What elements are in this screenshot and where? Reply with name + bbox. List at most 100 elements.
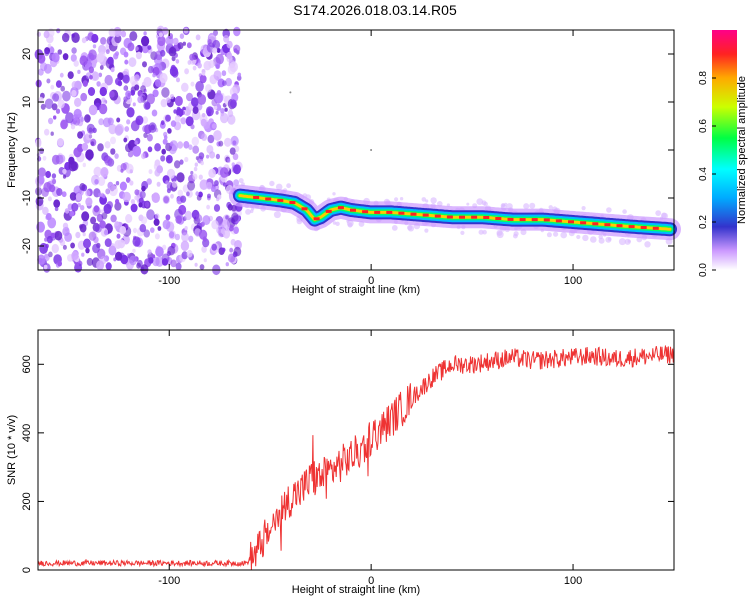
noise-blob <box>92 243 100 254</box>
noise-blob <box>36 31 42 37</box>
noise-blob <box>58 154 66 163</box>
noise-blob <box>221 247 226 253</box>
noise-blob <box>97 143 104 152</box>
noise-blob <box>143 101 151 110</box>
noise-blob <box>80 92 88 102</box>
noise-blob <box>116 117 121 123</box>
noise-blob <box>69 210 75 217</box>
ridge-peak <box>398 211 405 215</box>
ridge-peak <box>374 210 381 214</box>
noise-blob <box>88 231 97 241</box>
noise-blob <box>155 246 164 257</box>
noise-blob <box>60 119 68 130</box>
spectrogram-marks <box>34 25 681 276</box>
noise-blob <box>216 197 220 202</box>
ridge-halo <box>548 205 553 210</box>
noise-blob <box>88 104 98 116</box>
noise-blob <box>113 26 122 38</box>
noise-blob <box>105 49 110 55</box>
noise-blob <box>146 209 155 221</box>
noise-blob <box>99 51 106 60</box>
noise-blob <box>142 61 147 68</box>
noise-blob <box>99 86 108 97</box>
colorbar: 0.0 0.2 0.4 0.6 0.8 Normalized spectral ampl… <box>698 30 748 277</box>
noise-blob <box>195 191 199 196</box>
noise-blob <box>77 203 81 208</box>
noise-blob <box>170 193 174 199</box>
noise-blob <box>126 107 135 118</box>
noise-blob <box>123 85 128 91</box>
noise-blob <box>129 255 137 266</box>
noise-blob <box>98 44 106 55</box>
ridge-peak <box>652 226 659 230</box>
noise-blob <box>71 32 80 43</box>
x-tick-label: -100 <box>158 575 180 587</box>
noise-blob <box>215 62 221 70</box>
noise-blob <box>42 155 47 161</box>
noise-blob <box>104 141 111 149</box>
noise-blob <box>98 192 102 197</box>
noise-blob <box>192 173 198 180</box>
noise-blob <box>151 254 156 259</box>
ridge-halo <box>523 203 530 210</box>
noise-blob <box>214 180 219 187</box>
noise-blob <box>184 226 188 231</box>
noise-blob <box>221 70 227 77</box>
y-tick-label: 0 <box>21 567 33 573</box>
noise-blob <box>175 59 180 64</box>
noise-blob <box>74 97 82 107</box>
noise-blob <box>75 231 81 239</box>
noise-blob <box>108 28 116 37</box>
noise-blob <box>122 74 130 84</box>
ridge-halo <box>446 203 450 207</box>
noise-blob <box>175 215 182 224</box>
noise-blob <box>192 145 200 154</box>
ridge-halo <box>607 237 612 241</box>
noise-blob <box>126 253 131 258</box>
ridge-halo <box>407 224 413 231</box>
noise-blob <box>51 243 59 254</box>
noise-blob <box>116 233 121 239</box>
noise-blob <box>154 159 161 167</box>
ridge-peak <box>543 218 550 222</box>
noise-blob <box>130 199 135 205</box>
snr-frame <box>37 329 675 571</box>
ridge-peak <box>289 201 296 204</box>
noise-blob <box>87 87 96 96</box>
noise-blob <box>123 96 128 102</box>
noise-blob <box>195 81 204 92</box>
noise-blob <box>213 70 222 81</box>
ridge-halo <box>622 209 627 214</box>
noise-blob <box>206 154 210 159</box>
noise-blob <box>142 116 149 124</box>
ridge-halo <box>506 203 513 210</box>
noise-blob <box>82 80 88 87</box>
noise-blob <box>200 44 208 55</box>
ridge-peak <box>616 224 623 228</box>
noise-blob <box>96 81 101 87</box>
ridge-peak <box>580 221 587 225</box>
noise-blob <box>225 77 233 87</box>
noise-blob <box>227 158 231 163</box>
noise-blob <box>134 189 140 196</box>
noise-blob <box>217 228 225 238</box>
noise-blob <box>161 87 170 98</box>
noise-blob <box>162 138 168 145</box>
noise-blob <box>103 203 112 214</box>
noise-blob <box>132 102 136 107</box>
noise-blob <box>180 117 187 125</box>
snr-panel: -100 0 100 0 200 400 600 Height of straight li… <box>6 329 675 596</box>
ridge-peak <box>253 196 260 199</box>
ridge-peak <box>628 225 635 229</box>
ridge-peak <box>459 215 465 219</box>
noise-blob <box>230 135 239 147</box>
y-tick-label: 0 <box>21 147 33 153</box>
noise-blob <box>53 115 57 120</box>
noise-blob <box>122 191 131 203</box>
noise-blob <box>54 230 63 241</box>
noise-blob <box>211 243 217 251</box>
noise-blob <box>98 118 104 126</box>
noise-blob <box>233 226 240 234</box>
ridge-halo <box>576 234 581 240</box>
